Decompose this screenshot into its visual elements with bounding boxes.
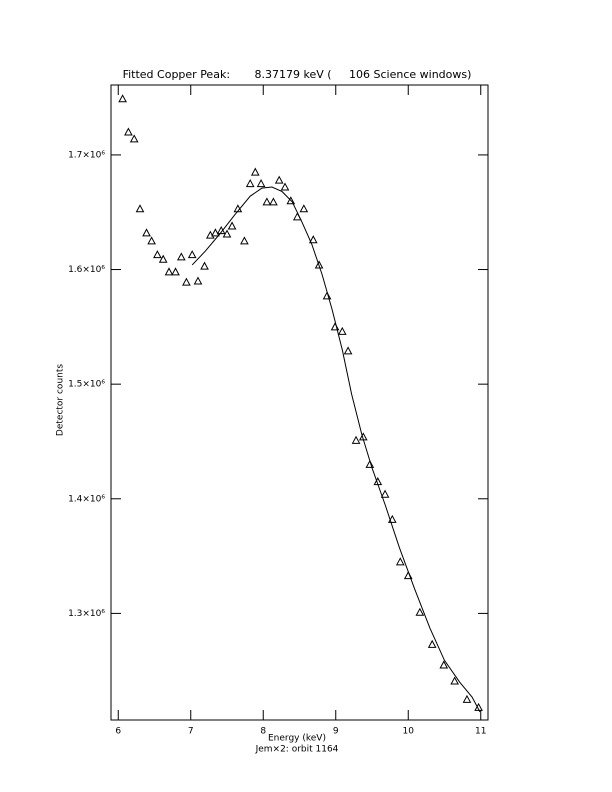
data-point	[415, 607, 425, 616]
data-point	[322, 291, 332, 300]
data-point	[164, 267, 174, 276]
x-tick-label: 7	[188, 727, 194, 737]
data-point	[395, 557, 405, 566]
data-point	[200, 261, 209, 270]
data-point	[365, 459, 375, 468]
plot-frame	[110, 84, 489, 721]
data-point	[129, 134, 139, 143]
data-point	[299, 204, 309, 213]
data-point	[147, 236, 156, 245]
data-point	[118, 94, 127, 103]
data-point	[286, 196, 296, 205]
data-point	[274, 175, 284, 184]
data-point	[176, 252, 186, 261]
x-axis-label: Energy (keV)	[268, 734, 326, 744]
y-tick-label: 1.6×10⁶	[68, 265, 105, 275]
data-point	[124, 127, 133, 136]
subtitle: Jem×2: orbit 1164	[255, 745, 339, 755]
x-tick-label: 11	[475, 727, 486, 737]
data-point	[427, 639, 437, 648]
data-point	[380, 489, 390, 498]
data-point	[135, 204, 145, 213]
x-tick-label: 10	[403, 727, 415, 737]
data-point	[211, 228, 220, 237]
data-point	[222, 229, 232, 238]
data-point	[474, 702, 483, 711]
data-point	[269, 197, 278, 206]
y-tick-label: 1.7×10⁶	[68, 150, 105, 160]
data-point	[142, 228, 151, 237]
data-point	[462, 694, 472, 703]
data-point	[256, 179, 266, 188]
data-point	[387, 514, 397, 523]
x-tick-label: 8	[260, 727, 266, 737]
data-point	[337, 326, 347, 335]
data-point	[187, 250, 197, 259]
fit-line	[191, 186, 481, 713]
data-point	[351, 435, 361, 444]
data-point	[280, 182, 290, 191]
data-point	[227, 221, 237, 230]
data-point	[250, 167, 260, 176]
data-point	[314, 260, 324, 269]
chart-title: Fitted Copper Peak: 8.37179 keV ( 106 Sc…	[123, 68, 472, 81]
data-point	[182, 277, 191, 286]
y-tick-label: 1.4×10⁶	[68, 494, 105, 504]
data-point	[158, 254, 168, 263]
data-point	[439, 660, 449, 669]
x-tick-label: 6	[115, 727, 121, 737]
data-point	[450, 676, 459, 685]
data-point	[262, 197, 272, 206]
data-point	[245, 179, 255, 188]
data-point	[171, 267, 180, 276]
x-tick-label: 9	[333, 727, 339, 737]
y-tick-label: 1.5×10⁶	[68, 380, 105, 390]
data-point	[308, 235, 318, 244]
y-tick-label: 1.3×10⁶	[68, 609, 105, 619]
y-axis-label: Detector counts	[56, 364, 66, 436]
data-point	[193, 276, 203, 285]
data-point	[343, 346, 353, 355]
data-point	[153, 250, 162, 259]
data-point	[240, 236, 249, 245]
